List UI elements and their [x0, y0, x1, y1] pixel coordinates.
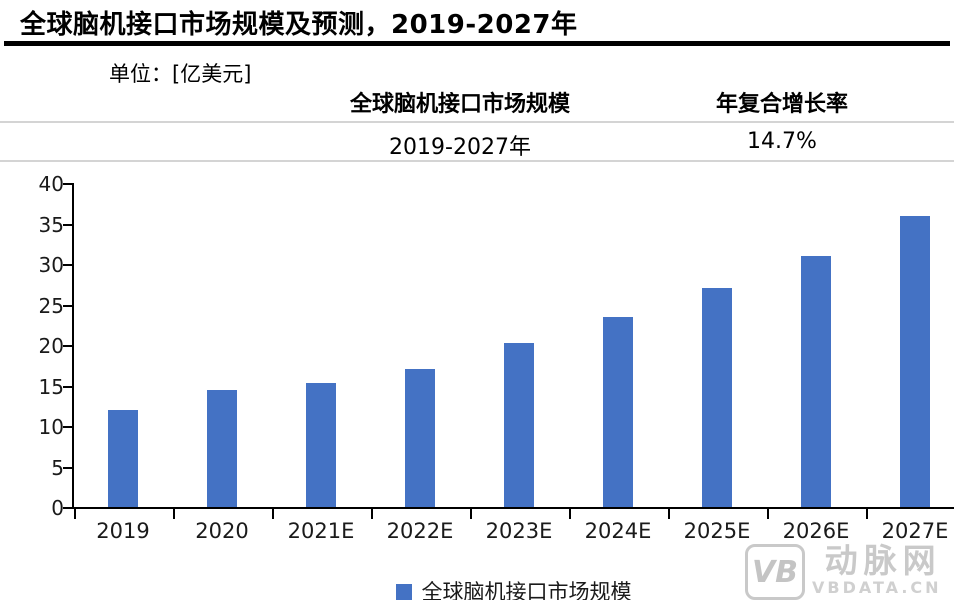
y-axis-tick	[63, 385, 72, 388]
y-axis-tick	[63, 183, 72, 185]
y-axis-tick-label: 40	[38, 172, 64, 196]
y-axis-tick-label: 35	[38, 212, 64, 237]
x-axis-label-2020: 2020	[195, 519, 249, 543]
table-value-period: 2019-2027年	[389, 135, 531, 160]
bar-2024E	[603, 316, 633, 507]
y-axis-tick-label: 20	[38, 334, 64, 358]
bar-chart: 0 5 10 15 20 25 30 35 40 2019 2020 2021E 2022E 2023E 2…	[0, 170, 954, 550]
y-axis-tick-label: 30	[38, 253, 64, 277]
y-axis-tick	[63, 264, 72, 266]
x-axis-tick	[568, 509, 571, 519]
y-axis-tick	[63, 426, 72, 428]
x-axis-tick	[370, 509, 373, 519]
bar-2026E	[801, 255, 831, 507]
x-axis-label-2022E: 2022E	[386, 519, 454, 543]
bar-2021E	[306, 383, 336, 507]
x-axis-tick	[667, 509, 670, 519]
x-axis-label-2024E: 2024E	[584, 519, 652, 543]
table-value-cagr: 14.7%	[747, 129, 817, 154]
x-axis-tick	[469, 509, 472, 519]
x-axis-label-2025E: 2025E	[683, 519, 751, 543]
x-axis-tick	[172, 509, 175, 519]
bar-2019	[108, 409, 138, 507]
y-axis-tick-label: 25	[38, 293, 64, 318]
page-title: 全球脑机接口市场规模及预测，2019-2027年	[20, 10, 578, 40]
bar-2020	[207, 389, 237, 507]
chart-legend: 全球脑机接口市场规模	[73, 576, 954, 600]
y-axis-tick-label: 10	[38, 415, 64, 439]
watermark-domain: VBDATA.CN	[812, 578, 942, 597]
x-axis-label-2023E: 2023E	[485, 519, 553, 543]
y-axis-tick-label: 5	[51, 455, 64, 480]
watermark-text: 动脉网 VBDATA.CN	[812, 544, 942, 600]
title-rule	[4, 41, 950, 46]
y-axis-tick	[63, 304, 72, 307]
x-axis-label-2027E: 2027E	[881, 519, 949, 543]
x-axis-tick	[766, 509, 769, 519]
table-header-market-size: 全球脑机接口市场规模	[349, 92, 570, 117]
legend-swatch	[395, 584, 412, 600]
x-axis-label-2021E: 2021E	[287, 519, 355, 543]
x-axis-label-2026E: 2026E	[782, 519, 850, 543]
x-axis-tick	[73, 509, 76, 519]
bar-2022E	[405, 369, 435, 507]
unit-label: 单位：[亿美元]	[109, 62, 252, 86]
bar-2023E	[504, 342, 534, 507]
x-axis-tick	[865, 509, 868, 519]
legend-label: 全球脑机接口市场规模	[421, 580, 632, 600]
bar-2025E	[702, 288, 732, 507]
x-axis-label-2019: 2019	[96, 519, 150, 543]
vb-logo-text: VB	[751, 554, 799, 590]
y-axis-tick	[63, 507, 72, 509]
bar-2027E	[900, 216, 930, 507]
vb-logo-icon: VB	[745, 544, 805, 600]
y-axis-tick	[63, 466, 72, 469]
watermark: VB 动脉网 VBDATA.CN	[745, 544, 942, 600]
table-header-cagr: 年复合增长率	[715, 92, 848, 117]
watermark-name: 动脉网	[824, 541, 942, 580]
y-axis-line	[72, 183, 74, 509]
y-axis-tick-label: 15	[38, 374, 64, 399]
y-axis-tick	[63, 345, 72, 347]
y-axis-tick	[63, 223, 72, 226]
table-rule-top	[0, 121, 954, 123]
table-rule-bottom	[0, 160, 954, 162]
x-axis-tick	[271, 509, 274, 519]
y-axis-tick-label: 0	[51, 496, 64, 520]
x-axis-line	[72, 507, 954, 509]
